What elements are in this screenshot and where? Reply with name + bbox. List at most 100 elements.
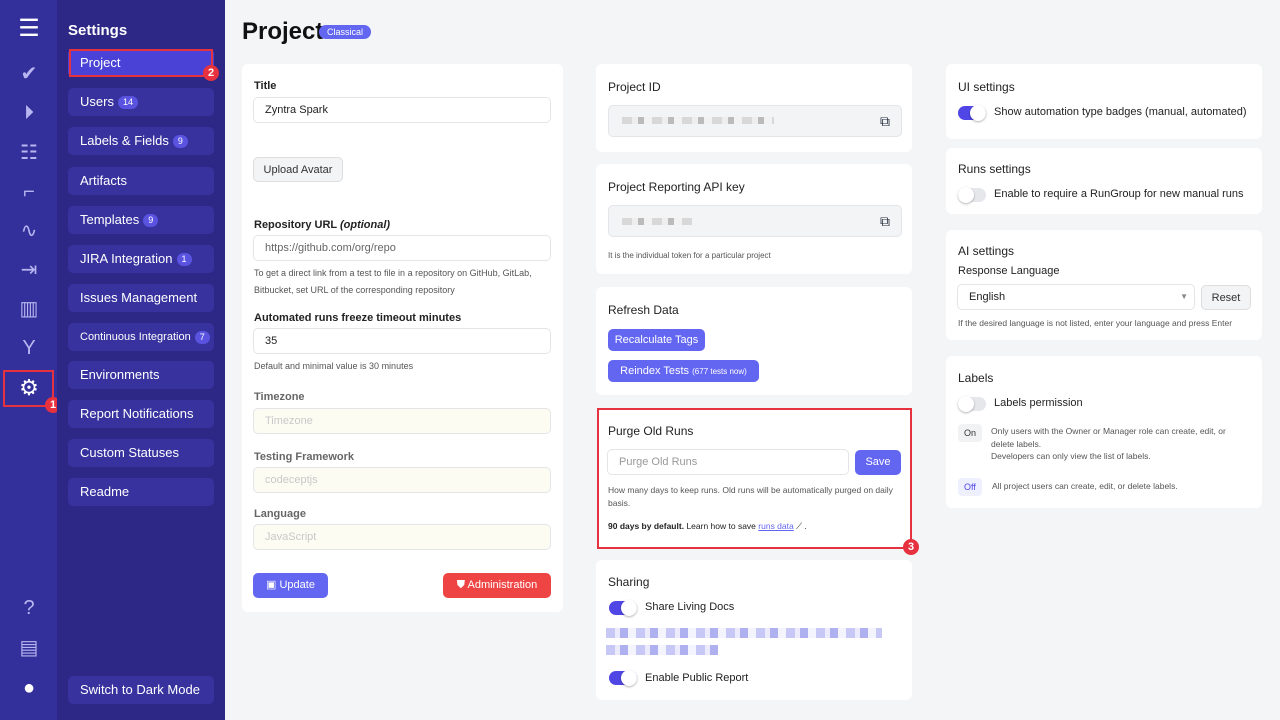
freeze-label: Automated runs freeze timeout minutes <box>254 312 462 324</box>
framework-input[interactable]: codeceptjs <box>253 467 551 493</box>
sidebar-item-label: JIRA Integration <box>80 251 173 266</box>
sharing-title: Sharing <box>608 575 650 589</box>
annotation-box-2 <box>69 49 213 77</box>
pulse-icon[interactable]: ∿ <box>20 220 38 242</box>
response-language-label: Response Language <box>958 265 1060 277</box>
automation-badges-toggle[interactable] <box>958 105 986 121</box>
purge-card <box>597 408 912 548</box>
timezone-input[interactable]: Timezone <box>253 408 551 434</box>
labels-card <box>946 356 1262 508</box>
sidebar-title: Settings <box>68 22 128 39</box>
title-label: Title <box>254 80 277 92</box>
off-description: All project users can create, edit, or d… <box>992 481 1178 491</box>
on-badge: On <box>958 424 983 442</box>
administration-button[interactable]: ⛊ Administration <box>443 573 551 598</box>
repo-hint: To get a direct link from a test to file… <box>254 268 532 295</box>
runs-data-link[interactable]: runs data <box>758 521 794 531</box>
sidebar-item-custom-statuses[interactable]: Custom Statuses <box>68 439 214 467</box>
sidebar-item-label: Project <box>80 55 121 70</box>
sidebar-item-project[interactable]: Project <box>68 49 214 77</box>
purge-default: 90 days by default. Learn how to save ru… <box>608 521 807 531</box>
freeze-input[interactable]: 35 <box>253 328 551 354</box>
annotation-number-3: 3 <box>903 539 919 555</box>
count-badge: 9 <box>143 214 159 228</box>
ui-settings-card <box>946 64 1262 139</box>
help-icon[interactable]: ? <box>23 597 35 619</box>
copy-icon[interactable]: ⧉ <box>880 113 890 129</box>
sidebar-item-readme[interactable]: Readme <box>68 478 214 506</box>
freeze-hint: Default and minimal value is 30 minutes <box>254 361 414 371</box>
sidebar-item-issues-management[interactable]: Issues Management <box>68 284 214 312</box>
repo-input[interactable]: https://github.com/org/repo <box>253 235 551 261</box>
count-badge: 9 <box>172 135 188 149</box>
branch-icon[interactable]: Y <box>22 337 36 359</box>
sidebar-item-artifacts[interactable]: Artifacts <box>68 167 214 195</box>
sidebar-item-label: Custom Statuses <box>80 445 179 460</box>
redacted-api-key <box>622 218 692 225</box>
repo-label: Repository URL (optional) <box>254 219 391 231</box>
update-button[interactable]: ▣ Update <box>253 573 328 598</box>
sidebar-item-label: Artifacts <box>80 173 127 188</box>
sidebar-item-environments[interactable]: Environments <box>68 361 214 389</box>
framework-label: Testing Framework <box>254 451 355 463</box>
sidebar-item-users[interactable]: Users 14 <box>68 88 214 116</box>
annotation-box-3 <box>597 408 912 549</box>
count-badge: 14 <box>117 96 138 110</box>
checklist-icon[interactable]: ☷ <box>20 142 38 164</box>
steps-icon[interactable]: ⌐ <box>23 181 35 203</box>
chevron-down-icon: ▼ <box>1180 292 1188 301</box>
labels-permission-toggle[interactable] <box>958 396 986 412</box>
redacted-share-link <box>606 645 718 655</box>
play-icon[interactable]: ⏵ <box>24 102 34 124</box>
check-icon[interactable]: ✔ <box>20 63 38 85</box>
api-key-hint: It is the individual token for a particu… <box>608 251 771 260</box>
folder-icon[interactable]: ▤ <box>19 637 39 659</box>
sidebar-item-label: Readme <box>80 484 130 499</box>
page-title: Project <box>242 18 324 45</box>
project-type-badge: Classical <box>319 25 372 39</box>
dark-mode-button[interactable]: Switch to Dark Mode <box>68 676 214 704</box>
ai-language-hint: If the desired language is not listed, e… <box>958 318 1233 328</box>
labels-permission-label: Labels permission <box>994 397 1083 409</box>
sidebar-item-report-notifications[interactable]: Report Notifications <box>68 400 214 428</box>
sidebar-item-jira-integration[interactable]: JIRA Integration 1 <box>68 245 214 273</box>
sidebar-item-label: Environments <box>80 367 160 382</box>
sidebar-item-label: Issues Management <box>80 290 198 305</box>
import-icon[interactable]: ⇥ <box>20 259 38 281</box>
sidebar-item-continuous-integration[interactable]: Continuous Integration 7 <box>68 323 214 351</box>
rungroup-toggle[interactable] <box>958 187 986 203</box>
purge-save-button[interactable]: Save <box>855 450 901 475</box>
reindex-tests-button[interactable]: Reindex Tests (677 tests now) <box>608 360 759 382</box>
sidebar-item-label: Labels & Fields <box>80 133 169 148</box>
rungroup-label: Enable to require a RunGroup for new man… <box>994 188 1244 200</box>
gear-icon[interactable]: ⚙ <box>19 375 39 400</box>
ui-settings-title: UI settings <box>958 80 1015 94</box>
purge-title: Purge Old Runs <box>608 424 694 438</box>
language-input[interactable]: JavaScript <box>253 524 551 550</box>
recalculate-tags-button[interactable]: Recalculate Tags <box>608 329 705 351</box>
response-language-select[interactable]: English ▼ <box>957 284 1195 310</box>
icon-rail: ☰ ✔ ⏵ ☷ ⌐ ∿ ⇥ ▥ Y ⚙ ? ▤ ● <box>0 0 57 720</box>
analytics-icon[interactable]: ▥ <box>19 298 39 320</box>
menu-icon[interactable]: ☰ <box>18 15 40 42</box>
redacted-project-id <box>622 117 774 124</box>
language-label: Language <box>254 508 306 520</box>
sidebar-item-templates[interactable]: Templates 9 <box>68 206 214 234</box>
public-report-label: Enable Public Report <box>645 672 749 684</box>
sidebar-item-label: Templates <box>80 212 140 227</box>
purge-input[interactable]: Purge Old Runs <box>607 449 849 475</box>
public-report-toggle[interactable] <box>609 670 637 686</box>
share-living-docs-toggle[interactable] <box>609 600 637 616</box>
on-description: Only users with the Owner or Manager rol… <box>991 426 1226 461</box>
reset-button[interactable]: Reset <box>1201 285 1251 310</box>
upload-avatar-button[interactable]: Upload Avatar <box>253 157 343 182</box>
settings-sidebar: Settings <box>57 0 225 720</box>
project-id-title: Project ID <box>608 80 661 94</box>
redacted-share-link <box>606 628 882 638</box>
user-avatar-icon[interactable]: ● <box>22 677 36 699</box>
title-input[interactable]: Zyntra Spark <box>253 97 551 123</box>
sidebar-item-labels-fields[interactable]: Labels & Fields 9 <box>68 127 214 155</box>
copy-icon[interactable]: ⧉ <box>880 213 890 229</box>
runs-settings-title: Runs settings <box>958 162 1031 176</box>
runs-settings-card <box>946 148 1262 214</box>
